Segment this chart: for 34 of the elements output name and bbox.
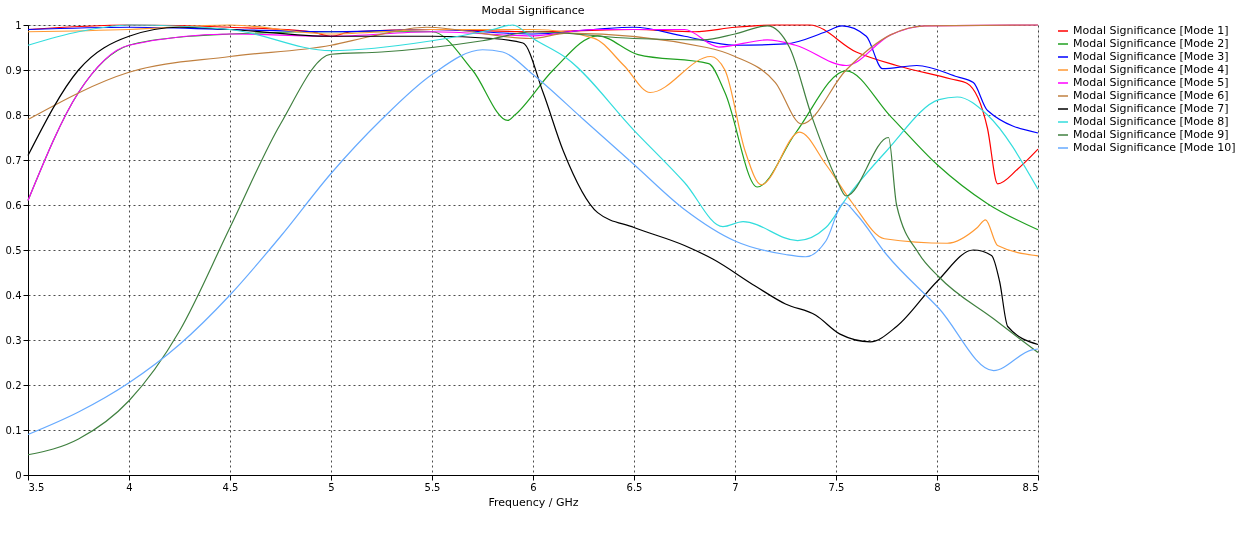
y-tick-label: 0.9 xyxy=(5,64,22,76)
legend-label: Modal Significance [Mode 9] xyxy=(1073,128,1229,141)
y-tick-label: 0.1 xyxy=(5,424,22,436)
y-tick-label: 0.8 xyxy=(5,109,22,121)
legend-label: Modal Significance [Mode 3] xyxy=(1073,50,1229,63)
x-axis-title: Frequency / GHz xyxy=(488,495,579,509)
chart-title: Modal Significance xyxy=(481,4,585,17)
legend-label: Modal Significance [Mode 6] xyxy=(1073,89,1229,102)
y-tick-label: 0.2 xyxy=(5,379,22,391)
x-tick-label: 7 xyxy=(732,481,739,493)
legend-label: Modal Significance [Mode 1] xyxy=(1073,24,1229,37)
x-tick-label: 4.5 xyxy=(222,481,239,493)
x-tick-label: 6.5 xyxy=(626,481,643,493)
x-tick-label: 3.5 xyxy=(28,481,45,493)
legend-label: Modal Significance [Mode 7] xyxy=(1073,102,1229,115)
legend-label: Modal Significance [Mode 4] xyxy=(1073,63,1229,76)
y-tick-label: 0.3 xyxy=(5,334,22,346)
x-tick-label: 5.5 xyxy=(424,481,441,493)
legend-label: Modal Significance [Mode 10] xyxy=(1073,141,1236,154)
x-tick-label: 8 xyxy=(934,481,941,493)
x-tick-label: 4 xyxy=(126,481,133,493)
x-tick-label: 8.5 xyxy=(1022,481,1039,493)
x-tick-label: 5 xyxy=(328,481,335,493)
y-tick-label: 0.6 xyxy=(5,199,22,211)
y-tick-label: 0 xyxy=(15,469,22,481)
x-tick-label: 6 xyxy=(530,481,537,493)
legend-label: Modal Significance [Mode 2] xyxy=(1073,37,1229,50)
y-tick-label: 1 xyxy=(15,19,22,31)
y-tick-label: 0.4 xyxy=(5,289,22,301)
y-tick-label: 0.5 xyxy=(5,244,22,256)
x-tick-label: 7.5 xyxy=(828,481,845,493)
legend-label: Modal Significance [Mode 5] xyxy=(1073,76,1229,89)
legend-label: Modal Significance [Mode 8] xyxy=(1073,115,1229,128)
y-tick-label: 0.7 xyxy=(5,154,22,166)
